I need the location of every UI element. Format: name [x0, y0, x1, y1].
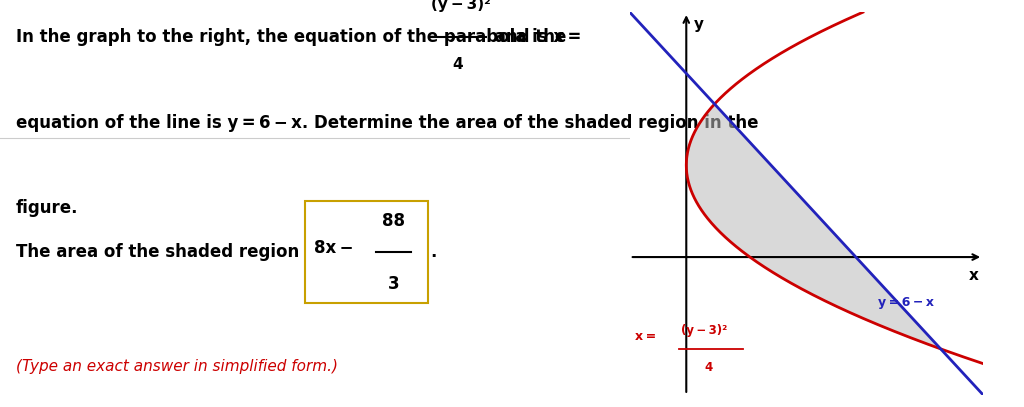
Text: and the: and the [489, 28, 566, 46]
Text: In the graph to the right, the equation of the parabola is x =: In the graph to the right, the equation … [15, 28, 585, 46]
Text: 4: 4 [453, 57, 463, 72]
Text: y: y [693, 17, 703, 32]
Text: equation of the line is y = 6 − x. Determine the area of the shaded region in th: equation of the line is y = 6 − x. Deter… [15, 114, 758, 132]
Text: 3: 3 [388, 275, 399, 293]
Text: y = 6 − x: y = 6 − x [879, 296, 935, 309]
Text: 88: 88 [382, 212, 406, 230]
Text: 4: 4 [705, 361, 713, 374]
Text: .: . [430, 243, 436, 261]
FancyBboxPatch shape [305, 201, 428, 303]
Text: The area of the shaded region is: The area of the shaded region is [15, 243, 326, 261]
Text: (y − 3)²: (y − 3)² [681, 324, 727, 337]
Text: (Type an exact answer in simplified form.): (Type an exact answer in simplified form… [15, 359, 338, 374]
Text: x =: x = [636, 330, 659, 343]
Text: (y − 3)²: (y − 3)² [431, 0, 492, 12]
Text: x: x [969, 268, 979, 283]
Text: 8x −: 8x − [313, 239, 356, 257]
Text: figure.: figure. [15, 199, 78, 217]
